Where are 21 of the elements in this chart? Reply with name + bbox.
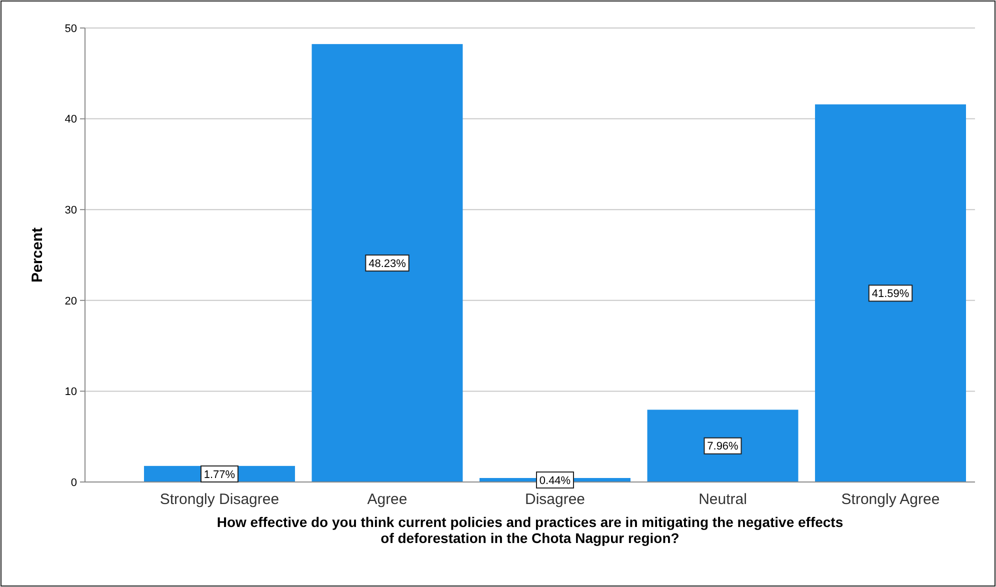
y-tick-label: 50: [64, 22, 77, 35]
x-tick-label: Agree: [367, 491, 408, 508]
y-tick-label: 40: [64, 114, 77, 126]
x-tick-label: Strongly Agree: [841, 491, 940, 508]
y-axis-title: Percent: [29, 227, 46, 283]
y-tick-label: 10: [64, 386, 77, 398]
data-label: 41.59%: [872, 288, 910, 300]
data-label: 48.23%: [368, 258, 406, 270]
x-tick-label: Strongly Disagree: [160, 491, 280, 508]
bar: [647, 410, 798, 482]
x-tick-label: Neutral: [698, 491, 747, 508]
data-label: 1.77%: [204, 468, 236, 481]
bar: [312, 44, 463, 482]
data-label: 7.96%: [707, 440, 739, 453]
y-tick-label: 30: [64, 204, 77, 216]
y-tick-label: 0: [70, 476, 77, 489]
x-tick-label: Disagree: [524, 491, 586, 508]
x-axis-title: How effective do you think current policies and practices are in mitigating the negative effects of deforestation in the Chota Nagpur region?: [216, 514, 844, 546]
y-tick-label: 20: [64, 295, 77, 308]
bar: [815, 104, 966, 482]
data-label: 0.44%: [539, 474, 571, 487]
